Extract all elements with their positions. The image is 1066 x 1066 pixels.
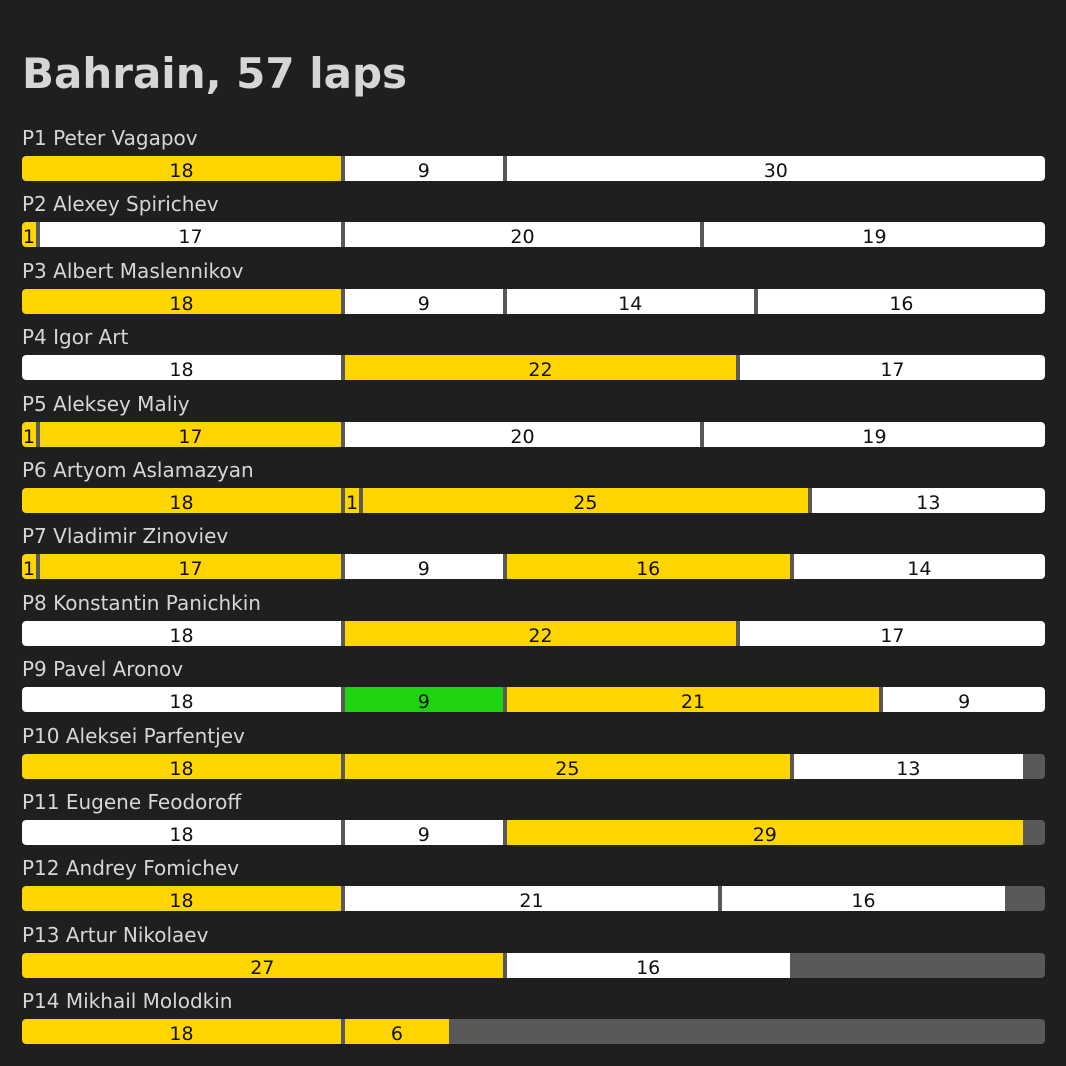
stint-segment: 13 (793, 753, 1024, 779)
stint-segment: 16 (721, 886, 1006, 912)
stint-segment: 21 (345, 886, 718, 912)
stint-bar-track: 18 9 14 16 (22, 288, 1045, 314)
stint-segment: 18 (22, 488, 342, 513)
stint-segment: 22 (345, 620, 736, 646)
stint-segment: 1 (345, 488, 359, 513)
stint-segment: 30 (506, 156, 1045, 181)
stint-segment: 17 (739, 620, 1045, 646)
stint-segment: 16 (506, 952, 790, 978)
stint-segment: 9 (883, 687, 1045, 713)
stint-segment: 18 (22, 820, 342, 845)
stint-segment: 18 (22, 156, 342, 181)
stint-segment: 21 (506, 687, 880, 713)
driver-label: P1 Peter Vagapov (22, 126, 198, 150)
stint-segment: 9 (345, 288, 503, 314)
driver-label: P7 Vladimir Zinoviev (22, 524, 229, 549)
driver-label: P6 Artyom Aslamazyan (22, 458, 254, 482)
driver-label: P4 Igor Art (22, 325, 129, 350)
stint-segment: 20 (345, 421, 700, 447)
stint-segment: 17 (739, 355, 1045, 381)
stint-segment: 9 (345, 156, 503, 181)
stint-bar-track: 27 16 (22, 952, 1045, 978)
stint-segment: 18 (22, 620, 342, 646)
stint-bar-track: 1 17 9 16 14 (22, 554, 1045, 580)
stint-bar-track: 18 1 25 13 (22, 488, 1045, 513)
stint-bar-track: 18 21 16 (22, 886, 1045, 912)
stint-segment: 9 (345, 687, 503, 713)
stint-segment: 1 (22, 222, 36, 248)
stint-segment: 17 (39, 554, 342, 580)
driver-label: P14 Mikhail Molodkin (22, 989, 233, 1014)
stint-segment: 18 (22, 687, 342, 713)
driver-label: P13 Artur Nikolaev (22, 922, 209, 947)
driver-label: P2 Alexey Spirichev (22, 192, 219, 217)
stint-segment: 18 (22, 1019, 342, 1045)
stint-segment: 18 (22, 753, 342, 779)
stint-bar-track: 18 22 17 (22, 355, 1045, 381)
driver-label: P9 Pavel Aronov (22, 657, 184, 682)
stint-segment: 13 (811, 488, 1045, 513)
stint-segment: 1 (22, 421, 36, 447)
stint-segment: 14 (506, 288, 754, 314)
stint-bar-track: 1 17 20 19 (22, 222, 1045, 248)
stint-segment: 18 (22, 355, 342, 381)
stint-segment: 19 (704, 421, 1045, 447)
stint-bar-track: 18 9 21 9 (22, 687, 1045, 713)
stint-segment: 25 (363, 488, 808, 513)
driver-label: P12 Andrey Fomichev (22, 856, 240, 881)
driver-label: P10 Aleksei Parfentjev (22, 723, 245, 748)
stint-segment: 22 (345, 355, 736, 381)
stint-segment: 19 (704, 222, 1045, 248)
stint-segment: 17 (39, 222, 342, 248)
stint-segment: 16 (757, 288, 1045, 314)
stint-segment: 27 (22, 952, 503, 978)
stint-segment: 18 (22, 288, 342, 314)
stint-bar-track: 18 22 17 (22, 620, 1045, 646)
stint-segment: 16 (506, 554, 790, 580)
stint-segment: 17 (39, 421, 342, 447)
stint-segment: 14 (793, 554, 1045, 580)
stint-bar-track: 18 25 13 (22, 753, 1045, 779)
driver-label: P5 Aleksey Maliy (22, 391, 190, 416)
stint-bar-track: 1 17 20 19 (22, 421, 1045, 447)
chart-title: Bahrain, 57 laps (22, 49, 408, 98)
stint-segment: 29 (506, 820, 1024, 845)
stint-segment: 1 (22, 554, 36, 580)
stint-segment: 25 (345, 753, 790, 779)
stint-segment: 18 (22, 886, 342, 912)
driver-label: P11 Eugene Feodoroff (22, 790, 242, 814)
stint-segment: 6 (345, 1019, 449, 1045)
stint-bar-track: 18 9 30 (22, 156, 1045, 181)
stint-segment: 9 (345, 820, 503, 845)
driver-label: P3 Albert Maslennikov (22, 258, 244, 283)
driver-label: P8 Konstantin Panichkin (22, 590, 261, 615)
stint-segment: 9 (345, 554, 503, 580)
stint-bar-track: 18 6 (22, 1019, 1045, 1045)
stint-segment: 20 (345, 222, 700, 248)
stint-bar-track: 18 9 29 (22, 820, 1045, 845)
